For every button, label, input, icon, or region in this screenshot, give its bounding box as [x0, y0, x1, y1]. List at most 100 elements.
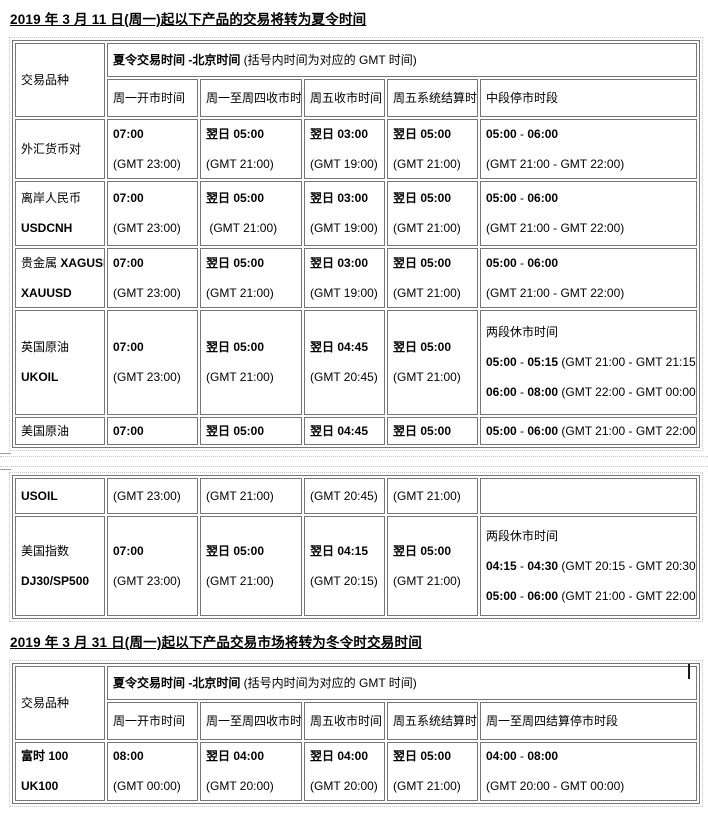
subheader-label: 周五系统结算时间 [393, 713, 478, 728]
cell-friday-close: 翌日 03:00 (GMT 19:00) [304, 119, 385, 179]
time-text: (GMT 21:00 - GMT 22:00) [486, 156, 625, 171]
cell-midday-break: 05:00 - 06:00 (GMT 21:00 - GMT 22:00) [480, 181, 697, 246]
product-label: USOIL [21, 488, 58, 503]
cell-midday-break: 05:00 - 06:00 (GMT 21:00 - GMT 22:00) [480, 248, 697, 308]
time-text: (GMT 21:00) [206, 370, 274, 384]
time-text: 翌日 05:00 [393, 126, 452, 141]
time-text: 08:00 [113, 749, 144, 763]
product-cell: 美国原油 [15, 417, 105, 445]
subheader-friday-close: 周五收市时间 [304, 702, 385, 740]
time-text: (GMT 20:45) [310, 488, 378, 503]
time-text: (GMT 23:00) [113, 488, 181, 503]
subheader-label: 周一开市时间 [113, 713, 186, 728]
table-row: 美国指数 DJ30/SP500 07:00 (GMT 23:00) 翌日 05:00 (G… [15, 516, 697, 616]
time-text: (GMT 21:00 - GMT 22:00) [486, 285, 625, 300]
winter-time-title: 2019 年 3 月 31 日(周一)起以下产品交易市场将转为冬令时交易时间 [10, 635, 422, 650]
time-text: (GMT 21:00) [393, 573, 461, 588]
time-text: 翌日 04:00 [206, 749, 265, 763]
product-label: 离岸人民币 [21, 191, 82, 205]
cell-friday-settlement: 翌日 05:00 (GMT 21:00) [387, 181, 478, 246]
cell-midday-break [480, 478, 697, 514]
cell-mon-thu-close: 翌日 05:00 (GMT 21:00) [200, 248, 302, 308]
time-text: (GMT 20:45) [310, 370, 378, 384]
time-text: 翌日 03:00 [310, 126, 369, 141]
time-text: (GMT 21:00) [393, 370, 461, 384]
product-label: UK100 [21, 779, 59, 793]
subheader-label: 周一开市时间 [113, 90, 186, 105]
subheader-label: 中段停市时段 [486, 90, 559, 105]
header-label: 交易品种 [21, 72, 70, 87]
time-text: 04:15 - 04:30 (GMT 20:15 - GMT 20:30) [486, 558, 697, 573]
header-trading-product: 交易品种 [15, 666, 105, 740]
time-text: (GMT 21:00) [393, 285, 461, 300]
time-text: 翌日 05:00 [393, 255, 452, 270]
cell-mon-thu-close: 翌日 05:00 (GMT 21:00) [200, 310, 302, 415]
cell-monday-open: 07:00 (GMT 23:00) [107, 248, 198, 308]
time-text: (GMT 23:00) [113, 221, 181, 235]
cell-midday-break: 两段休市时间 04:15 - 04:30 (GMT 20:15 - GMT 20:… [480, 516, 697, 616]
winter-table: 交易品种 夏令交易时间 -北京时间 (括号内时间为对应的 GMT 时间) 周一开市时… [9, 660, 703, 807]
cell-friday-settlement: 翌日 05:00 (GMT 21:00) [387, 248, 478, 308]
time-text: (GMT 19:00) [310, 285, 378, 300]
time-text: 翌日 05:00 [206, 423, 265, 438]
subheader-friday-close: 周五收市时间 [304, 79, 385, 117]
header-row-main: 交易品种 夏令交易时间 -北京时间 (括号内时间为对应的 GMT 时间) [15, 43, 697, 117]
table-row: 美国原油 07:00 翌日 05:00 翌日 04:45 翌日 05:00 05:00 -… [15, 417, 697, 445]
time-text: 翌日 05:00 [206, 191, 265, 205]
product-cell: 离岸人民币 USDCNH [15, 181, 105, 246]
subheader-mon-thu-close: 周一至周四收市时间 [200, 702, 302, 740]
cell-friday-close: 翌日 03:00 (GMT 19:00) [304, 248, 385, 308]
time-text: 07:00 [113, 543, 144, 558]
time-text: (GMT 21:00) [393, 488, 461, 503]
summer-time-title: 2019 年 3 月 11 日(周一)起以下产品的交易将转为夏令时间 [10, 12, 367, 27]
cell-friday-close: 翌日 03:00 (GMT 19:00) [304, 181, 385, 246]
table-row: USOIL (GMT 23:00) (GMT 21:00) (GMT 20:45) (G… [15, 478, 697, 514]
time-text: (GMT 21:00 - GMT 22:00) [486, 221, 625, 235]
page-break [0, 451, 708, 472]
cell-midday-break: 05:00 - 06:00 (GMT 21:00 - GMT 22:00) [480, 417, 697, 445]
text-cursor [688, 664, 690, 679]
time-text: (GMT 23:00) [113, 285, 181, 300]
product-label: 美国原油 [21, 423, 70, 438]
product-cell: 富时 100 UK100 [15, 742, 105, 801]
product-cell: 外汇货币对 [15, 119, 105, 179]
cell-mon-thu-close: 翌日 05:00 (GMT 21:00) [200, 119, 302, 179]
time-text: 05:00 - 06:00 [486, 191, 559, 205]
time-text: (GMT 20:00 - GMT 00:00) [486, 779, 625, 793]
time-text: 07:00 [113, 191, 144, 205]
subheader-label: 周一至周四结算停市时段 [486, 713, 619, 728]
winter-schedule-table: 交易品种 夏令交易时间 -北京时间 (括号内时间为对应的 GMT 时间) 周一开市时… [12, 663, 700, 804]
product-label: 外汇货币对 [21, 141, 82, 156]
cell-mon-thu-close: 翌日 05:00 (GMT 21:00) [200, 516, 302, 616]
product-label: 贵金属 XAGUSD/ [21, 255, 104, 270]
header-beijing-time: 夏令交易时间 -北京时间 (括号内时间为对应的 GMT 时间) [107, 666, 697, 700]
cell-friday-settlement: (GMT 21:00) [387, 478, 478, 514]
product-cell: 美国指数 DJ30/SP500 [15, 516, 105, 616]
subheader-midday-break: 中段停市时段 [480, 79, 697, 117]
cell-monday-open: 07:00 [107, 417, 198, 445]
time-text: 两段休市时间 [486, 325, 559, 339]
time-text: 05:00 - 06:00 [486, 255, 559, 270]
time-text: (GMT 21:00) [206, 573, 274, 588]
cell-friday-settlement: 翌日 05:00 [387, 417, 478, 445]
cell-monday-open: (GMT 23:00) [107, 478, 198, 514]
header-label: 夏令交易时间 -北京时间 (括号内时间为对应的 GMT 时间) [113, 52, 417, 67]
time-text: 翌日 05:00 [393, 340, 452, 354]
time-text: 翌日 05:00 [393, 423, 452, 438]
time-text: 翌日 05:00 [206, 340, 265, 354]
product-cell: 贵金属 XAGUSD/XAUUSD [15, 248, 105, 308]
cell-friday-close: 翌日 04:45 [304, 417, 385, 445]
table-row: 离岸人民币 USDCNH 07:00 (GMT 23:00) 翌日 05:00 (GMT… [15, 181, 697, 246]
header-row-sub: 周一开市时间 周一至周四收市时间周五收市时间周五系统结算时间中段停市时段 [15, 79, 697, 117]
cell-midday-break: 04:00 - 08:00 (GMT 20:00 - GMT 00:00) [480, 742, 697, 801]
page-edge-tick [0, 469, 11, 470]
summer-schedule-table-continued: USOIL (GMT 23:00) (GMT 21:00) (GMT 20:45) (G… [12, 475, 700, 619]
time-text: (GMT 23:00) [113, 370, 181, 384]
time-text: (GMT 23:00) [113, 573, 181, 588]
cell-friday-close: 翌日 04:00 (GMT 20:00) [304, 742, 385, 801]
cell-friday-close: 翌日 04:45 (GMT 20:45) [304, 310, 385, 415]
time-text: 07:00 [113, 423, 144, 438]
header-label: 夏令交易时间 -北京时间 (括号内时间为对应的 GMT 时间) [113, 675, 417, 690]
subheader-monday-open: 周一开市时间 [107, 79, 198, 117]
time-text: (GMT 20:00) [206, 779, 274, 793]
